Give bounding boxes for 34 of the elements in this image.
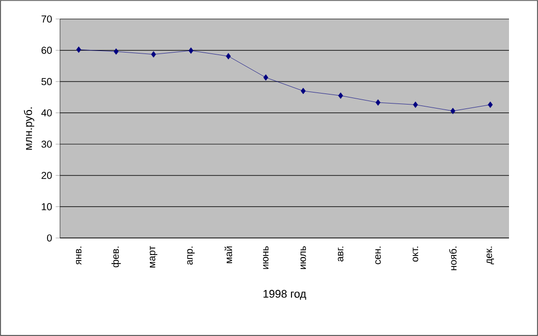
y-tick-label: 30 — [41, 140, 52, 148]
y-tick-label: 20 — [42, 172, 52, 179]
point — [188, 47, 194, 54]
x-tick-label: фев. — [111, 246, 121, 268]
x-tick-label: март — [150, 246, 158, 268]
point — [450, 108, 456, 114]
y-tick-label: 10 — [42, 203, 52, 210]
x-tick-label: авг. — [338, 246, 344, 262]
x-tick-label: нояб. — [449, 246, 457, 270]
x-tick-label: окт. — [412, 246, 418, 262]
y-tick-label: 50 — [41, 78, 52, 86]
x-tick-label: июнь — [263, 246, 269, 269]
x-tick-label: май — [224, 246, 232, 264]
point — [300, 88, 306, 94]
y-tick-label: 0 — [47, 234, 52, 242]
x-tick-label: сен. — [375, 246, 381, 264]
point — [114, 48, 119, 55]
point — [226, 53, 231, 60]
x-tick-label: апр. — [187, 246, 195, 265]
point — [263, 74, 268, 81]
point — [151, 51, 156, 58]
x-tick-label: дек. — [486, 246, 494, 264]
y-tick-label: 70 — [42, 15, 52, 23]
x-tick-label: июль — [300, 246, 306, 270]
x-axis-title: 1998 год — [264, 290, 306, 300]
point — [376, 99, 380, 106]
y-axis-title: млн.руб. — [24, 107, 34, 150]
y-tick-label: 40 — [41, 109, 52, 116]
y-tick-label: 60 — [42, 46, 52, 54]
point — [76, 46, 82, 53]
point — [413, 102, 418, 108]
point — [338, 92, 344, 99]
point — [488, 102, 493, 108]
x-tick-label: янв. — [76, 246, 82, 265]
